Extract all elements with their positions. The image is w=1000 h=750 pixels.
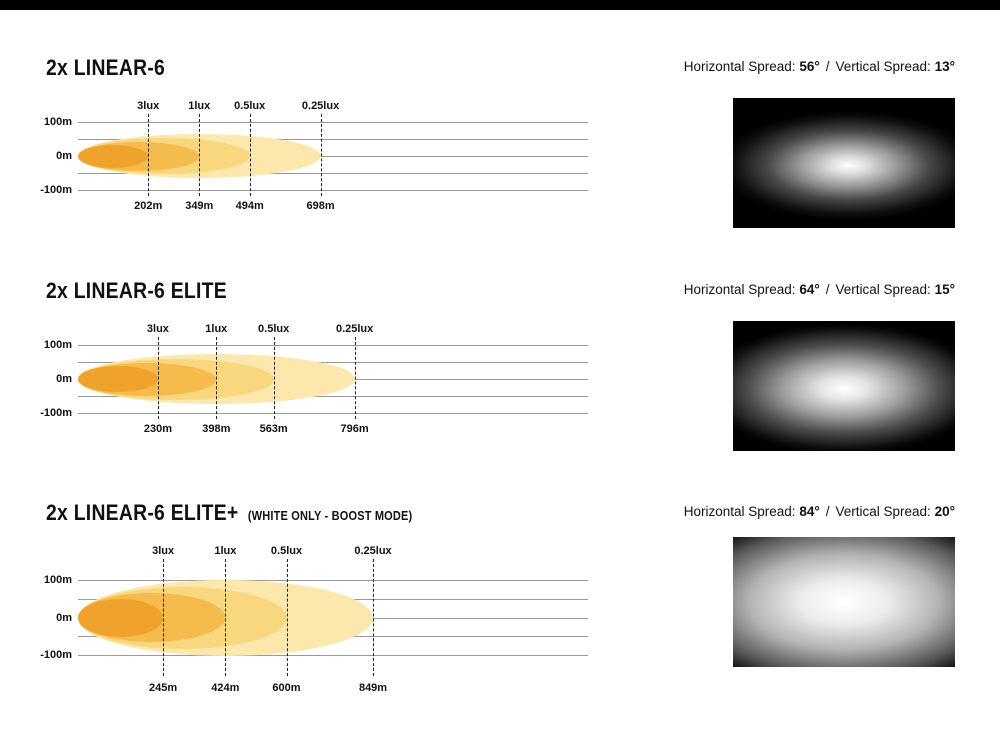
gridline xyxy=(78,655,588,656)
distance-label: 698m xyxy=(306,200,335,212)
gridline xyxy=(78,580,588,581)
distance-label: 796m xyxy=(340,423,369,435)
lux-label: 0.5lux xyxy=(270,545,303,557)
vertical-spread-label: Vertical Spread: xyxy=(835,504,931,519)
beam-photo xyxy=(733,98,955,228)
vertical-spread-value: 20° xyxy=(934,504,955,519)
gridline xyxy=(78,139,588,140)
isolux-marker-line xyxy=(199,114,201,196)
section-title-note: (WHITE ONLY - BOOST MODE) xyxy=(244,509,413,523)
section-title-text: 2x LINEAR-6 ELITE+ xyxy=(46,500,239,525)
distance-label: 849m xyxy=(358,682,388,694)
beam-chart: 100m 0m -100m 3lux 202m 1lux 349m 0.5lux 494m 0.2… xyxy=(0,45,1000,275)
isolux-marker-line xyxy=(373,559,375,676)
distance-label: 398m xyxy=(202,423,231,435)
gridline xyxy=(78,190,588,191)
distance-label: 349m xyxy=(185,200,214,212)
distance-label: 563m xyxy=(259,423,288,435)
lux-label: 1lux xyxy=(214,545,237,557)
y-axis-label: 0m xyxy=(56,373,72,385)
isolux-marker-line xyxy=(148,114,150,196)
vertical-spread-label: Vertical Spread: xyxy=(835,59,931,74)
horizontal-spread-value: 64° xyxy=(799,282,820,297)
gridline xyxy=(78,173,588,174)
vertical-spread-value: 13° xyxy=(934,59,955,74)
isolux-marker-line xyxy=(249,114,251,196)
gridline xyxy=(78,345,588,346)
lux-label: 0.25lux xyxy=(301,100,340,112)
horizontal-spread-value: 84° xyxy=(799,504,820,519)
beam-contour xyxy=(78,598,164,637)
lux-label: 0.5lux xyxy=(234,100,266,112)
isolux-marker-line xyxy=(163,559,165,676)
section-title: 2x LINEAR-6 xyxy=(46,55,171,81)
spread-separator: / xyxy=(825,504,830,519)
horizontal-spread-label: Horizontal Spread: xyxy=(683,504,796,519)
beam-photo xyxy=(733,537,955,667)
lux-label: 0.25lux xyxy=(335,323,374,335)
spread-separator: / xyxy=(825,282,830,297)
y-axis-label: 0m xyxy=(56,150,72,162)
lux-label: 3lux xyxy=(146,323,169,335)
vertical-spread-value: 15° xyxy=(934,282,955,297)
distance-label: 494m xyxy=(235,200,264,212)
beam-section: 2x LINEAR-6 Horizontal Spread: 56° / Verti… xyxy=(0,45,1000,275)
lux-label: 1lux xyxy=(188,100,211,112)
isolux-marker-line xyxy=(273,337,275,419)
beam-chart: 100m 0m -100m 3lux 230m 1lux 398m 0.5lux 563m 0.2… xyxy=(0,268,1000,498)
beam-section: 2x LINEAR-6 ELITE Horizontal Spread: 64°… xyxy=(0,268,1000,498)
isolux-marker-line xyxy=(320,114,322,196)
beam-chart: 100m 0m -100m 3lux 245m 1lux 424m 0.5lux 600m 0.2… xyxy=(0,490,1000,720)
y-axis-label: -100m xyxy=(40,407,72,419)
top-bar xyxy=(0,0,1000,10)
isolux-marker-line xyxy=(225,559,227,676)
lux-label: 0.25lux xyxy=(354,545,392,557)
beam-photo xyxy=(733,321,955,451)
horizontal-spread-value: 56° xyxy=(799,59,820,74)
section-title: 2x LINEAR-6 ELITE+ (WHITE ONLY - BOOST M… xyxy=(46,500,412,526)
distance-label: 202m xyxy=(134,200,163,212)
beam-contour xyxy=(78,366,158,392)
y-axis-label: 100m xyxy=(43,116,72,128)
beam-contour xyxy=(78,144,149,168)
gridline xyxy=(78,362,588,363)
gridline xyxy=(78,413,588,414)
section-title-text: 2x LINEAR-6 xyxy=(46,55,166,80)
lux-label: 1lux xyxy=(205,323,228,335)
spread-info: Horizontal Spread: 64° / Vertical Spread: … xyxy=(684,282,955,297)
spread-info: Horizontal Spread: 84° / Vertical Spread: … xyxy=(684,504,955,519)
gridline xyxy=(78,396,588,397)
distance-label: 230m xyxy=(143,423,172,435)
isolux-marker-line xyxy=(157,337,159,419)
y-axis-label: 0m xyxy=(56,611,72,624)
vertical-spread-label: Vertical Spread: xyxy=(835,282,931,297)
section-title: 2x LINEAR-6 ELITE xyxy=(46,278,233,304)
spread-info: Horizontal Spread: 56° / Vertical Spread: … xyxy=(684,59,955,74)
horizontal-spread-label: Horizontal Spread: xyxy=(683,59,796,74)
lux-label: 3lux xyxy=(137,100,160,112)
isolux-marker-line xyxy=(286,559,288,676)
spread-separator: / xyxy=(825,59,830,74)
beam-section: 2x LINEAR-6 ELITE+ (WHITE ONLY - BOOST M… xyxy=(0,490,1000,720)
distance-label: 600m xyxy=(272,682,301,694)
horizontal-spread-label: Horizontal Spread: xyxy=(683,282,796,297)
y-axis-label: 100m xyxy=(43,339,72,351)
y-axis-label: 100m xyxy=(43,574,72,586)
y-axis-label: -100m xyxy=(40,184,72,196)
distance-label: 424m xyxy=(211,682,240,694)
y-axis-label: -100m xyxy=(40,649,72,661)
isolux-marker-line xyxy=(354,337,356,419)
lux-label: 0.5lux xyxy=(258,323,290,335)
section-title-text: 2x LINEAR-6 ELITE xyxy=(46,278,227,303)
gridline xyxy=(78,156,588,157)
distance-label: 245m xyxy=(149,682,178,694)
isolux-marker-line xyxy=(216,337,218,419)
lux-label: 3lux xyxy=(152,545,175,557)
gridline xyxy=(78,122,588,123)
